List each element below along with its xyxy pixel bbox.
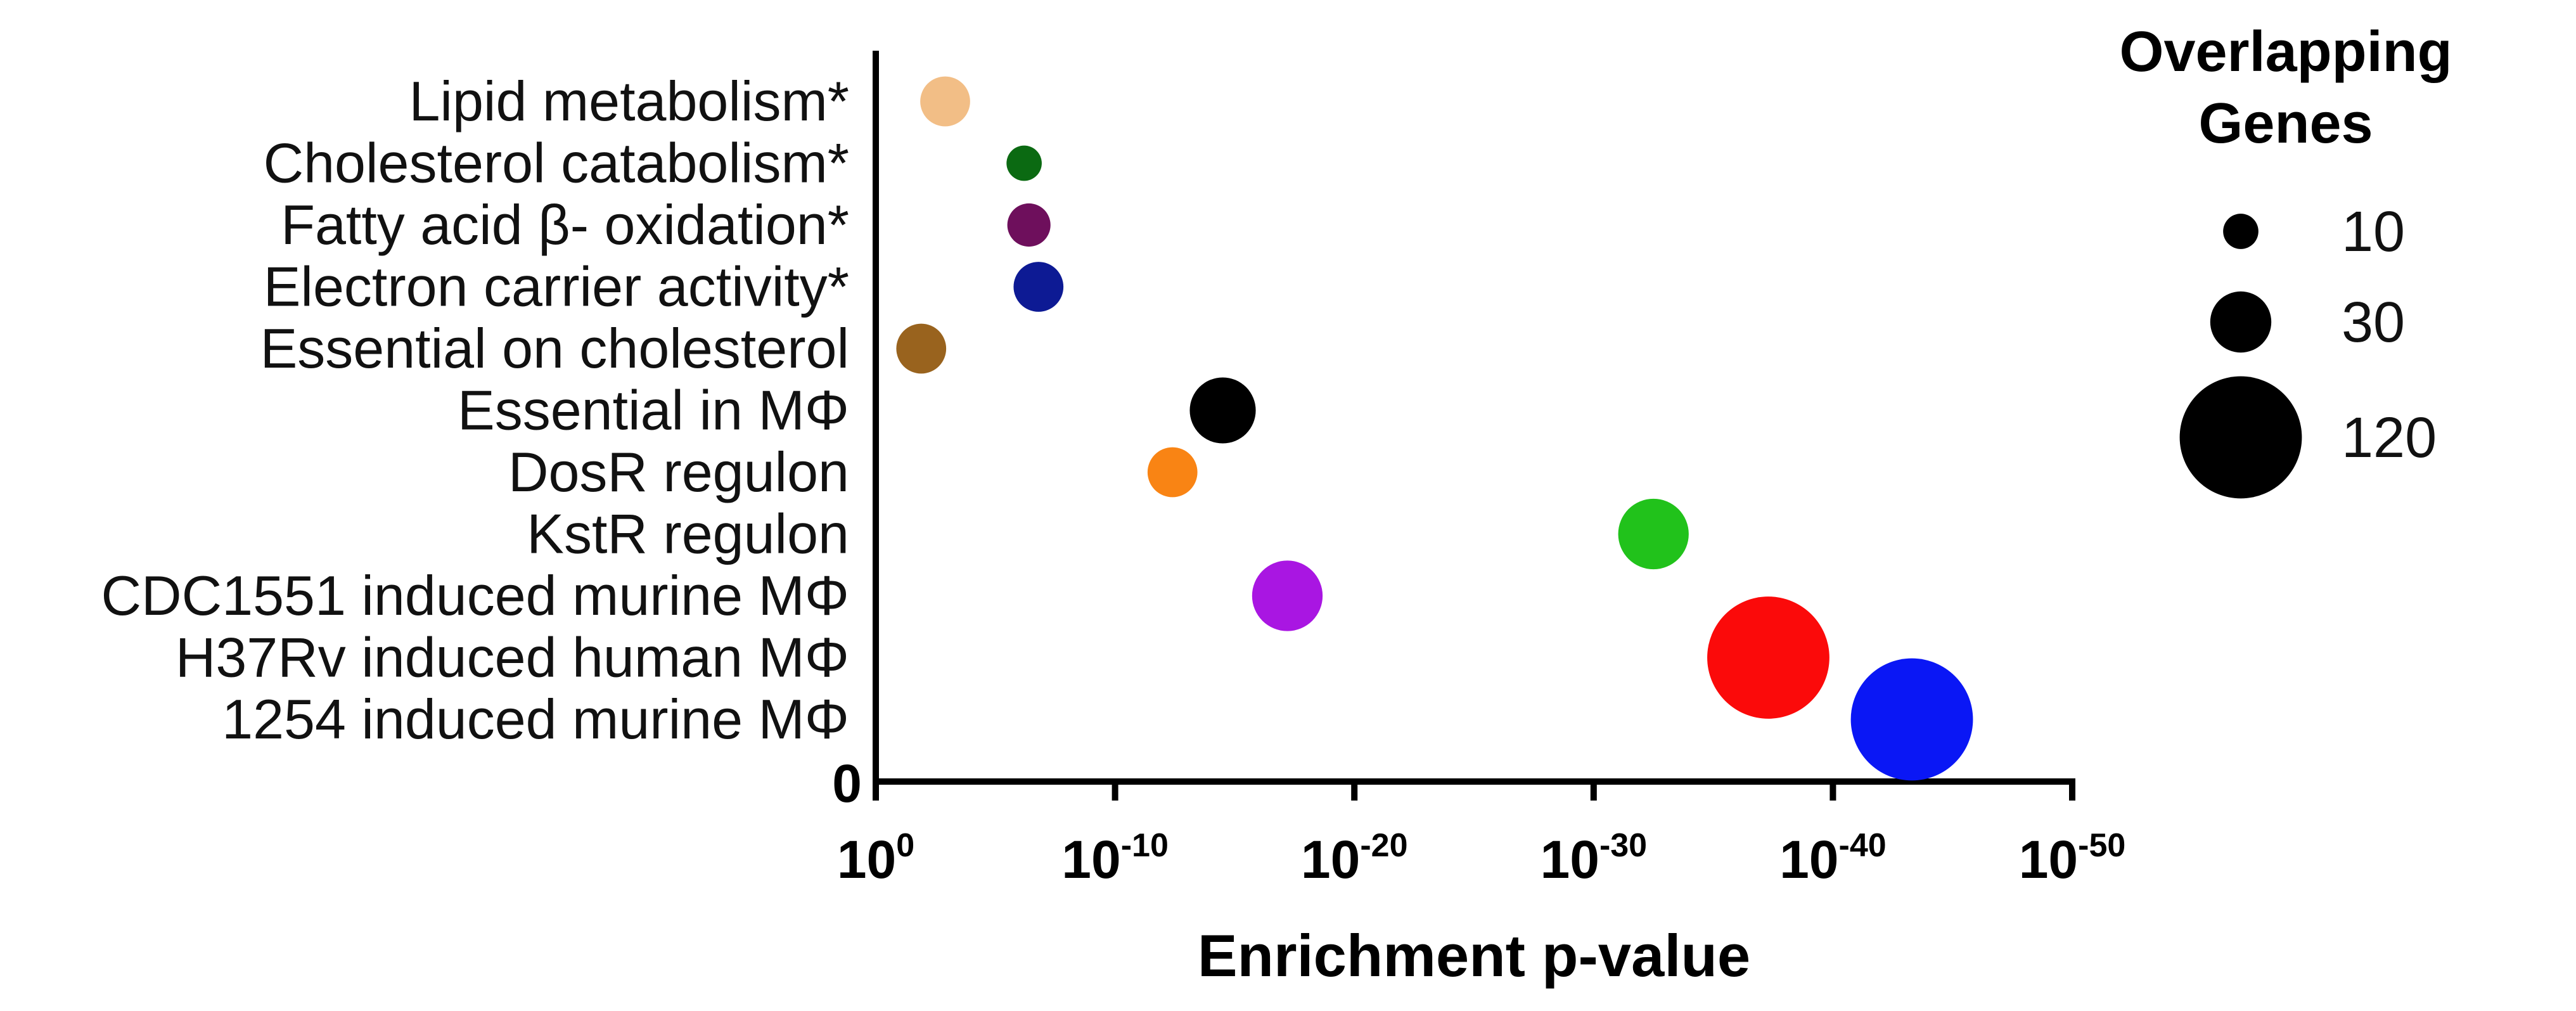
category-label-essential-in-m: Essential in MΦ <box>458 379 849 442</box>
legend-label-10: 10 <box>2342 200 2405 264</box>
legend-items: 10 30 120 <box>2179 200 2437 499</box>
legend-label-120: 120 <box>2342 406 2437 470</box>
bubble-electron-carrier-activity <box>1013 262 1064 312</box>
x-tick-label: 10-10 <box>1061 827 1169 889</box>
x-tick-label: 10-20 <box>1301 827 1408 889</box>
chart-axes: 0 <box>832 51 2075 813</box>
legend-title-line1: Overlapping <box>2119 20 2452 84</box>
legend-label-30: 30 <box>2342 291 2405 354</box>
bubble-kstr-regulon <box>1618 498 1689 570</box>
legend-bubble-30 <box>2210 291 2272 353</box>
bubble-cdc1551-induced-murine-m <box>1252 560 1323 631</box>
x-tick-label: 10-40 <box>1779 827 1887 889</box>
category-label-1254-induced-murine-m: 1254 induced murine MΦ <box>222 688 849 750</box>
bubble-h37rv-induced-human-m <box>1707 596 1829 719</box>
category-label-essential-on-cholesterol: Essential on cholesterol <box>260 317 849 380</box>
x-axis-title: Enrichment p-value <box>1198 922 1750 989</box>
category-label-dosr-regulon: DosR regulon <box>508 441 849 503</box>
category-label-h37rv-induced-human-m: H37Rv induced human MΦ <box>176 626 849 689</box>
x-ticks: 100 10-10 10-20 10-30 10-40 10-50 <box>837 782 2125 889</box>
category-label-fatty-acid-oxidation: Fatty acid β- oxidation* <box>281 193 849 256</box>
bubble-essential-on-cholesterol <box>896 323 947 374</box>
x-tick-label: 10-50 <box>2019 827 2126 889</box>
category-label-electron-carrier-activity: Electron carrier activity* <box>264 255 849 318</box>
bubble-dosr-regulon <box>1147 447 1198 498</box>
bubble-lipid-metabolism <box>920 76 970 127</box>
legend-bubble-10 <box>2223 214 2259 249</box>
category-labels: Lipid metabolism*Cholesterol catabolism*… <box>101 70 849 750</box>
legend-title-line2: Genes <box>2198 92 2373 155</box>
bubble-cholesterol-catabolism <box>1006 145 1042 181</box>
y-zero-tick-label: 0 <box>832 754 862 813</box>
bubble-fatty-acid-oxidation <box>1007 203 1051 247</box>
category-label-kstr-regulon: KstR regulon <box>527 503 849 565</box>
category-label-cdc1551-induced-murine-m: CDC1551 induced murine MΦ <box>101 564 849 627</box>
bubble-1254-induced-murine-m <box>1850 658 1973 781</box>
category-label-cholesterol-catabolism: Cholesterol catabolism* <box>264 132 849 195</box>
x-tick-label: 10-30 <box>1541 827 1648 889</box>
category-label-lipid-metabolism: Lipid metabolism* <box>409 70 849 132</box>
data-bubbles <box>896 76 1973 781</box>
legend-bubble-120 <box>2179 376 2302 499</box>
size-legend: Overlapping Genes 10 30 120 <box>2119 20 2452 499</box>
x-tick-label: 100 <box>837 827 914 889</box>
bubble-essential-in-m <box>1189 377 1256 444</box>
